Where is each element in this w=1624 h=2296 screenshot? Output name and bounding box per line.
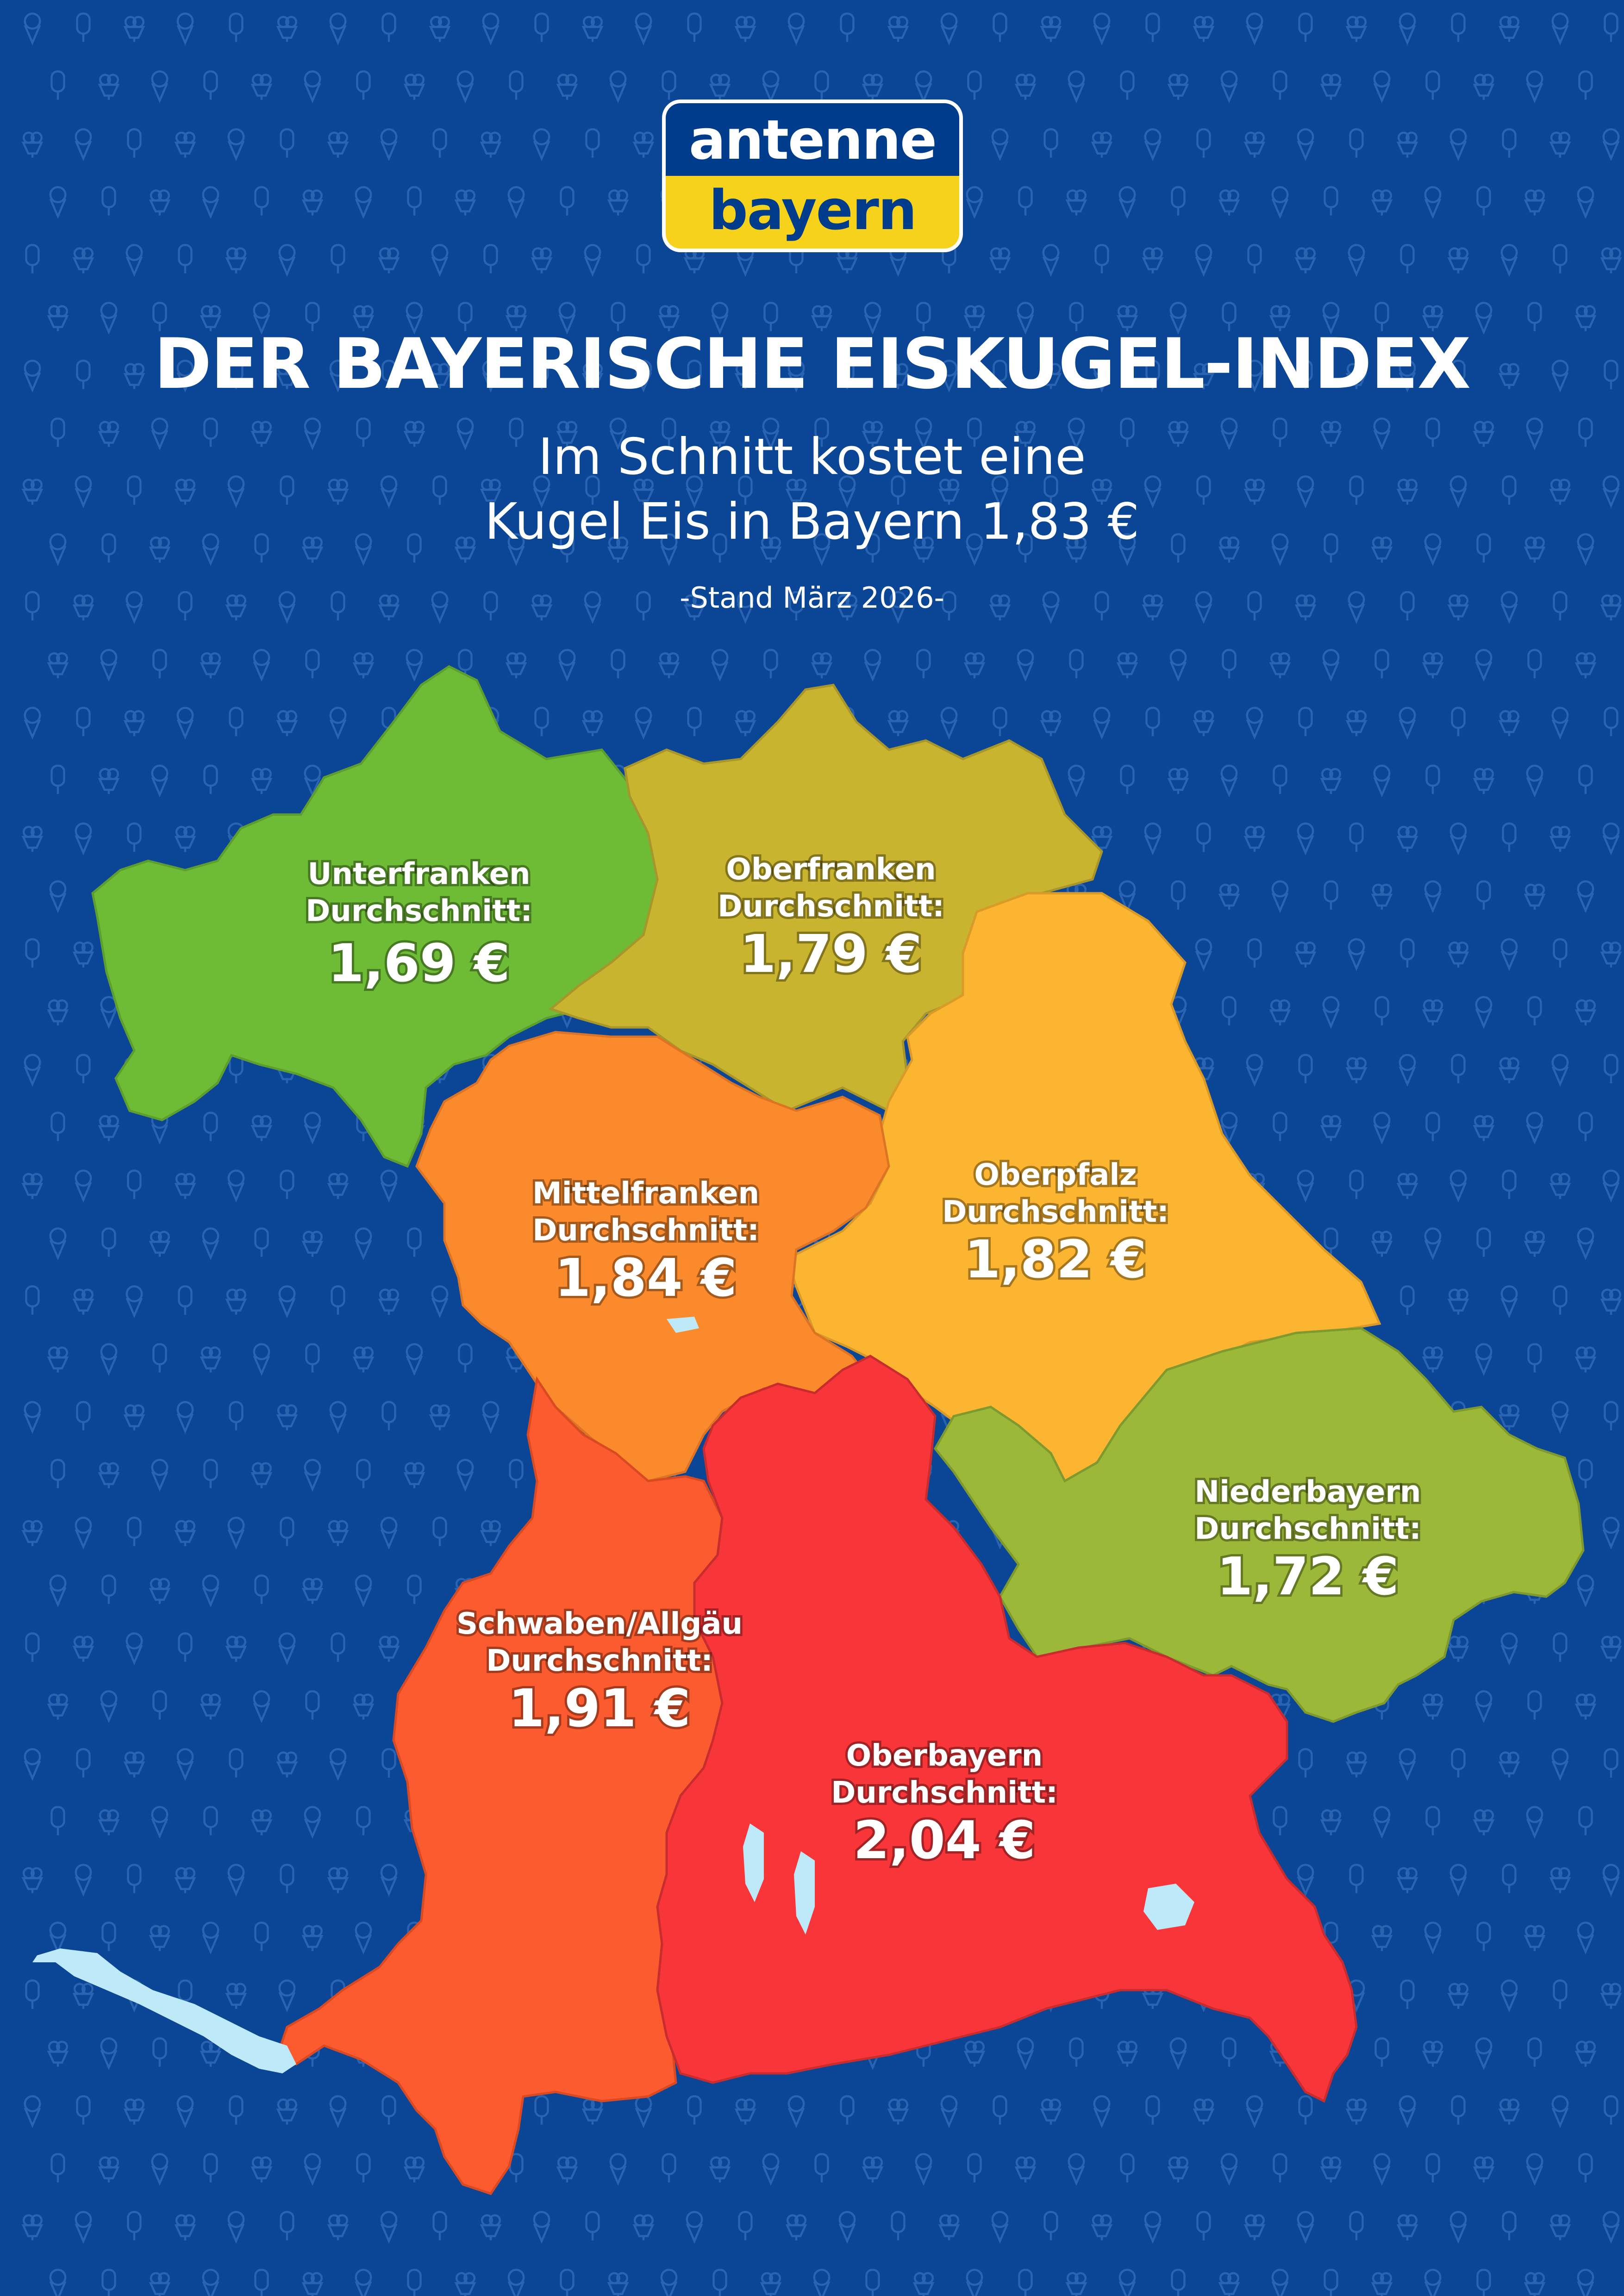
label-oberfranken-price: 1,79 €	[740, 924, 922, 984]
lake-ammersee	[743, 1823, 764, 1902]
label-oberfranken-name: Oberfranken	[726, 852, 936, 887]
label-mittelfranken-name: Mittelfranken	[532, 1176, 759, 1211]
label-oberpfalz-price: 1,82 €	[964, 1230, 1146, 1290]
page-title: DER BAYERISCHE EISKUGEL-INDEX	[154, 324, 1471, 404]
label-oberbayern-average: Durchschnitt:	[831, 1776, 1058, 1810]
label-unterfranken-average: Durchschnitt:	[306, 894, 532, 928]
label-schwaben-price: 1,91 €	[508, 1679, 690, 1739]
label-oberpfalz: Oberpfalz Durchschnitt: 1,82 €	[940, 1156, 1171, 1292]
label-niederbayern-name: Niederbayern	[1195, 1475, 1421, 1509]
label-oberbayern-name: Oberbayern	[846, 1739, 1043, 1773]
logo-line1: antenne	[688, 108, 937, 172]
label-niederbayern: Niederbayern Durchschnitt: 1,72 €	[1192, 1473, 1424, 1609]
region-schwaben	[276, 1376, 724, 2195]
label-mittelfranken-price: 1,84 €	[555, 1248, 737, 1308]
lake-starnberger-see	[794, 1851, 815, 1935]
lake-brombachsee	[667, 1317, 699, 1333]
region-schwaben-shape	[276, 1376, 724, 2195]
region-unterfranken-shape	[91, 665, 668, 1168]
logo-line2: bayern	[709, 178, 917, 242]
logo-top-panel	[662, 100, 963, 176]
label-oberbayern-price: 2,04 €	[853, 1811, 1035, 1871]
region-unterfranken	[91, 665, 668, 1168]
label-mittelfranken-average: Durchschnitt:	[532, 1213, 759, 1248]
label-schwaben-average: Durchschnitt:	[486, 1644, 713, 1678]
subtitle-line1: Im Schnitt kostet eine	[538, 428, 1086, 486]
label-mittelfranken: Mittelfranken Durchschnitt: 1,84 €	[530, 1174, 762, 1311]
lake-bodensee	[32, 1948, 296, 2073]
subtitle-line2: Kugel Eis in Bayern 1,83 €	[484, 493, 1140, 551]
label-oberfranken: Oberfranken Durchschnitt: 1,79 €	[715, 850, 947, 987]
label-niederbayern-price: 1,72 €	[1217, 1547, 1399, 1607]
region-niederbayern-shape	[933, 1327, 1585, 1723]
label-unterfranken-price: 1,69 €	[328, 933, 510, 994]
label-unterfranken-name: Unterfranken	[307, 857, 530, 891]
date-note: -Stand März 2026-	[680, 581, 944, 615]
label-oberbayern: Oberbayern Durchschnitt: 2,04 €	[829, 1736, 1060, 1873]
logo-bottom-panel	[662, 176, 963, 252]
label-oberfranken-average: Durchschnitt:	[718, 890, 944, 924]
label-oberpfalz-average: Durchschnitt:	[942, 1195, 1169, 1229]
label-schwaben: Schwaben/Allgäu Durchschnitt: 1,91 €	[454, 1605, 745, 1741]
region-niederbayern	[933, 1327, 1585, 1723]
label-oberpfalz-name: Oberpfalz	[974, 1158, 1137, 1192]
lake-chiemsee	[1143, 1884, 1194, 1930]
label-niederbayern-average: Durchschnitt:	[1194, 1512, 1421, 1546]
label-schwaben-name: Schwaben/Allgäu	[456, 1607, 743, 1641]
antenne-bayern-logo: antenne bayern	[662, 100, 963, 252]
label-unterfranken: Unterfranken Durchschnitt: 1,69 €	[303, 855, 535, 996]
